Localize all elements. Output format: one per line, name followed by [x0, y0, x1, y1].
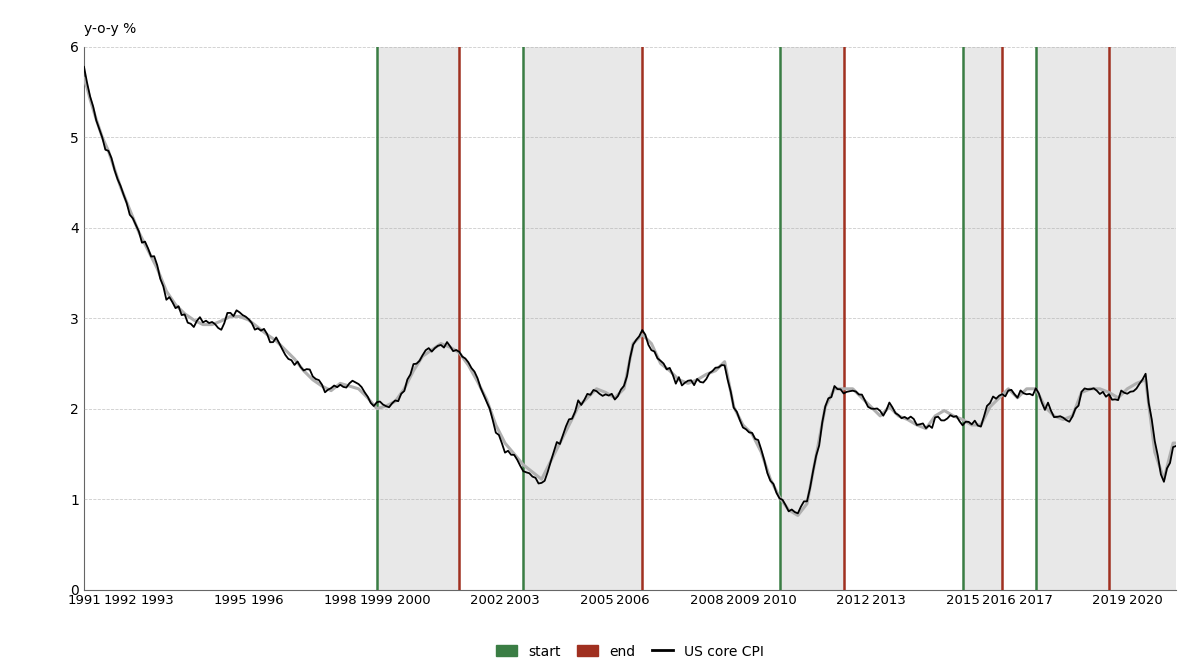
Bar [1036, 47, 1176, 590]
Bar [962, 47, 1002, 590]
Bar [523, 47, 642, 590]
Text: y-o-y %: y-o-y % [84, 22, 137, 36]
Bar [780, 47, 844, 590]
Legend: start, end, US core CPI: start, end, US core CPI [491, 639, 769, 664]
Bar [377, 47, 460, 590]
